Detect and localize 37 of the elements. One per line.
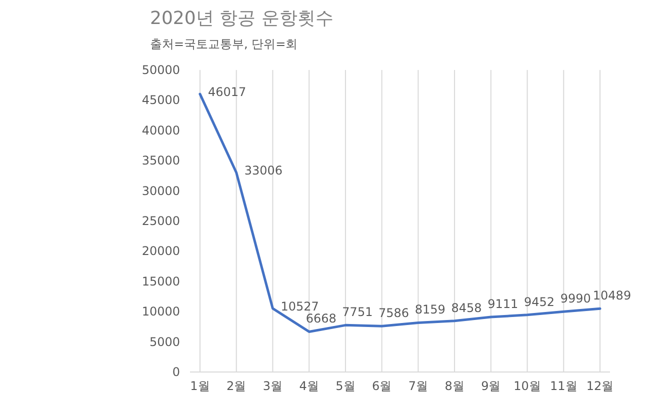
x-tick-label: 6월: [372, 379, 392, 393]
data-label: 33006: [244, 164, 283, 178]
x-tick-label: 1월: [190, 379, 210, 393]
x-tick-label: 12월: [586, 379, 614, 393]
x-tick-label: 3월: [262, 379, 283, 393]
y-tick-label: 30000: [142, 184, 180, 198]
y-tick-label: 25000: [142, 214, 180, 228]
chart-subtitle: 출처=국토교통부, 단위=회: [150, 37, 298, 51]
data-label: 9111: [488, 296, 518, 311]
y-tick-label: 35000: [142, 154, 180, 168]
y-tick-label: 5000: [149, 334, 180, 349]
data-label: 8458: [451, 300, 482, 315]
data-label: 10527: [280, 299, 319, 314]
y-tick-label: 40000: [142, 123, 180, 138]
x-tick-label: 4월: [299, 379, 319, 393]
x-tick-label: 7월: [408, 379, 428, 393]
y-tick-label: 0: [172, 365, 180, 379]
chart-title: 2020년 항공 운항횟수: [150, 8, 334, 29]
y-tick-label: 10000: [142, 304, 180, 319]
x-tick-label: 2월: [226, 379, 246, 393]
x-tick-label: 10월: [514, 379, 541, 393]
data-label: 46017: [208, 85, 246, 100]
y-tick-label: 20000: [142, 244, 180, 258]
data-label: 7751: [342, 305, 373, 320]
x-tick-label: 5월: [336, 379, 356, 393]
data-label: 7586: [378, 306, 410, 320]
y-tick-label: 45000: [142, 93, 180, 108]
data-label: 9452: [524, 294, 555, 309]
data-label: 6668: [306, 312, 336, 326]
x-tick-label: 11월: [550, 379, 578, 393]
data-label: 10489: [592, 288, 632, 303]
y-tick-label: 50000: [142, 63, 180, 77]
x-tick-label: 8월: [444, 379, 464, 393]
y-tick-label: 15000: [142, 274, 180, 288]
data-label: 8159: [414, 302, 446, 317]
data-label: 9990: [560, 292, 591, 306]
x-tick-label: 9월: [481, 379, 501, 393]
